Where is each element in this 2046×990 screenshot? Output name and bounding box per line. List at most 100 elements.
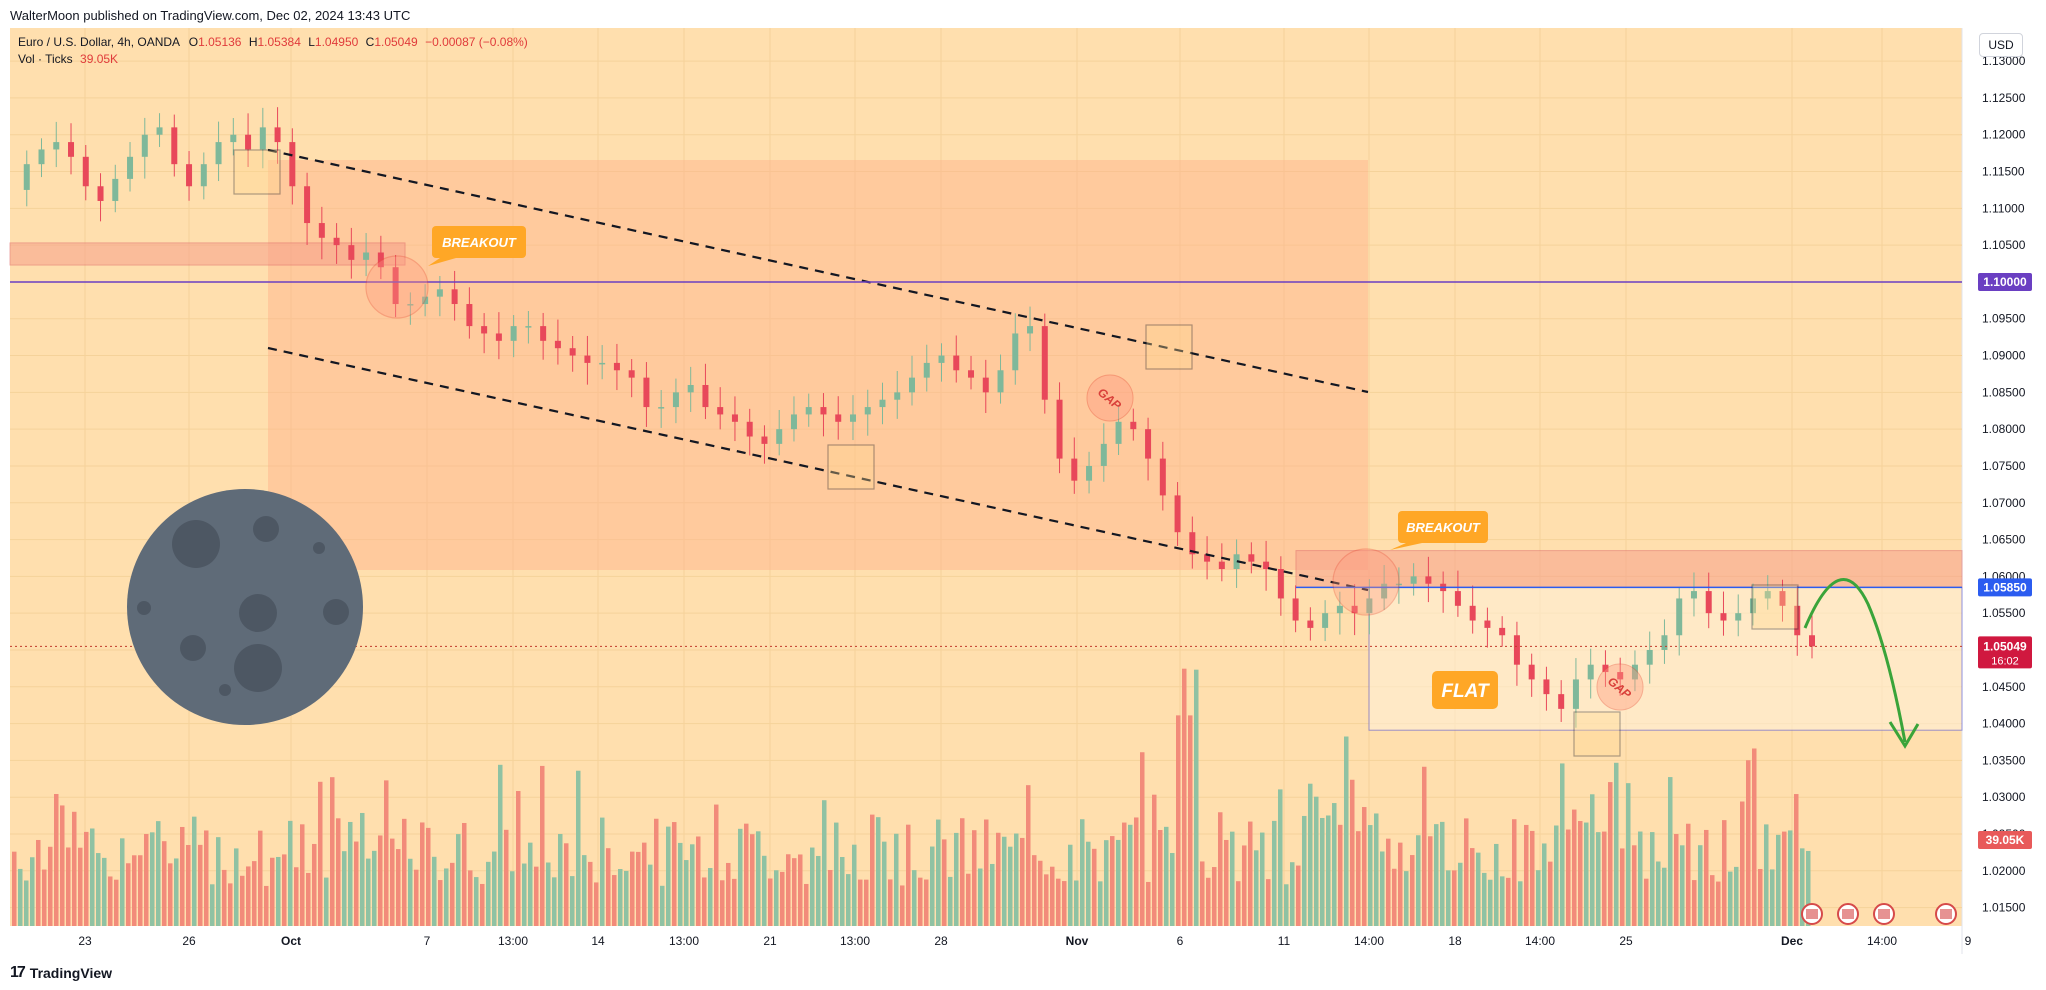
candle-body	[1277, 569, 1284, 599]
x-tick-label: 9	[1965, 934, 1972, 948]
volume-bar	[708, 868, 713, 926]
candle-body	[1263, 561, 1270, 570]
candle-body	[1248, 554, 1255, 562]
close-label: C	[365, 35, 375, 49]
volume-bar	[1776, 834, 1781, 926]
volume-bar	[984, 819, 989, 926]
candle-body	[1690, 591, 1697, 599]
event-flag-icon[interactable]	[1837, 903, 1859, 925]
candle-body	[702, 384, 709, 408]
candle-body	[909, 377, 915, 393]
currency-button[interactable]: USD	[1979, 33, 2023, 57]
volume-bar	[174, 858, 179, 926]
volume-bar	[1200, 861, 1205, 926]
volume-bar	[1212, 867, 1217, 926]
volume-bar	[1098, 881, 1103, 926]
volume-bar	[84, 831, 89, 926]
event-flag-icon[interactable]	[1935, 903, 1957, 925]
volume-bar	[828, 869, 833, 926]
volume-bar	[642, 842, 647, 926]
volume-bar	[1188, 715, 1193, 926]
volume-bar	[774, 870, 779, 926]
symbol-name[interactable]: Euro / U.S. Dollar, 4h, OANDA	[18, 35, 180, 49]
candle-body	[186, 164, 193, 187]
plot-background	[10, 28, 1962, 926]
flat-badge	[1432, 671, 1498, 709]
candle-body	[1322, 613, 1329, 628]
volume-bar	[1146, 881, 1151, 926]
volume-bar	[648, 864, 653, 926]
volume-bar	[684, 860, 689, 926]
volume-bar	[1356, 831, 1361, 926]
volume-bar	[384, 780, 389, 926]
volume-bar	[1536, 870, 1541, 926]
candle-body	[97, 186, 104, 201]
candle-body	[1646, 649, 1653, 665]
volume-bar	[714, 804, 719, 926]
volume-bar	[558, 833, 563, 926]
breakout-callout-2-label: BREAKOUT	[1406, 520, 1481, 535]
candle-body	[451, 289, 458, 305]
volume-bar	[1464, 818, 1469, 926]
volume-bar	[972, 830, 977, 926]
volume-bar	[72, 811, 77, 926]
candle-body	[1749, 598, 1756, 614]
volume-bar	[1446, 870, 1451, 926]
volume-bar	[1542, 843, 1547, 926]
volume-bar	[744, 823, 749, 926]
candle-body	[1159, 458, 1166, 496]
volume-bar	[1038, 860, 1043, 926]
volume-bar	[1662, 867, 1667, 926]
candle-body	[820, 407, 827, 415]
volume-bar	[720, 880, 725, 926]
volume-bar	[888, 879, 893, 926]
price-label-level-1: 1.10000	[1983, 275, 2027, 289]
x-tick-label: 14	[591, 934, 605, 948]
volume-label[interactable]: Vol · Ticks	[18, 52, 73, 66]
volume-bar	[66, 847, 71, 926]
volume-bar	[1290, 862, 1295, 926]
volume-bar	[294, 867, 299, 926]
volume-bar	[168, 863, 173, 926]
volume-bar	[432, 856, 437, 926]
volume-bar	[1218, 812, 1223, 926]
event-flag-icon[interactable]	[1801, 903, 1823, 925]
volume-bar	[1320, 817, 1325, 926]
candle-body	[1676, 598, 1683, 636]
candle-body	[628, 370, 635, 378]
volume-bar	[1674, 834, 1679, 926]
volume-bar	[570, 876, 575, 926]
volume-bar	[1308, 783, 1313, 926]
volume-bar	[1086, 841, 1091, 926]
volume-bar	[1368, 825, 1373, 926]
volume-bar	[1128, 824, 1133, 926]
candle-body	[1779, 591, 1786, 606]
volume-bar	[1092, 848, 1097, 926]
tradingview-logo[interactable]: 17 TradingView	[10, 964, 112, 982]
volume-bar	[1248, 821, 1253, 926]
candle-body	[1735, 613, 1742, 621]
event-flag-icon[interactable]	[1873, 903, 1895, 925]
volume-bar	[1338, 824, 1343, 926]
candle-body	[1100, 443, 1107, 466]
event-flag-body	[1842, 909, 1854, 919]
candle-body	[938, 355, 945, 363]
y-tick-label: 1.07000	[1982, 496, 2026, 510]
candle-body	[879, 399, 886, 408]
volume-bar	[1134, 817, 1139, 926]
candle-body	[805, 407, 812, 415]
volume-bar	[24, 880, 29, 926]
volume-bar	[1638, 831, 1643, 926]
volume-bar	[630, 851, 635, 926]
moon-crater	[180, 635, 206, 661]
volume-bar	[780, 871, 785, 926]
candle-body	[1661, 635, 1668, 650]
volume-bar	[1260, 832, 1265, 926]
price-label-level-2: 1.05850	[1983, 580, 2027, 594]
moon-crater	[172, 520, 220, 568]
volume-bar	[1488, 879, 1493, 926]
volume-bar	[426, 827, 431, 926]
volume-bar	[1458, 862, 1463, 926]
volume-bar	[126, 863, 131, 926]
